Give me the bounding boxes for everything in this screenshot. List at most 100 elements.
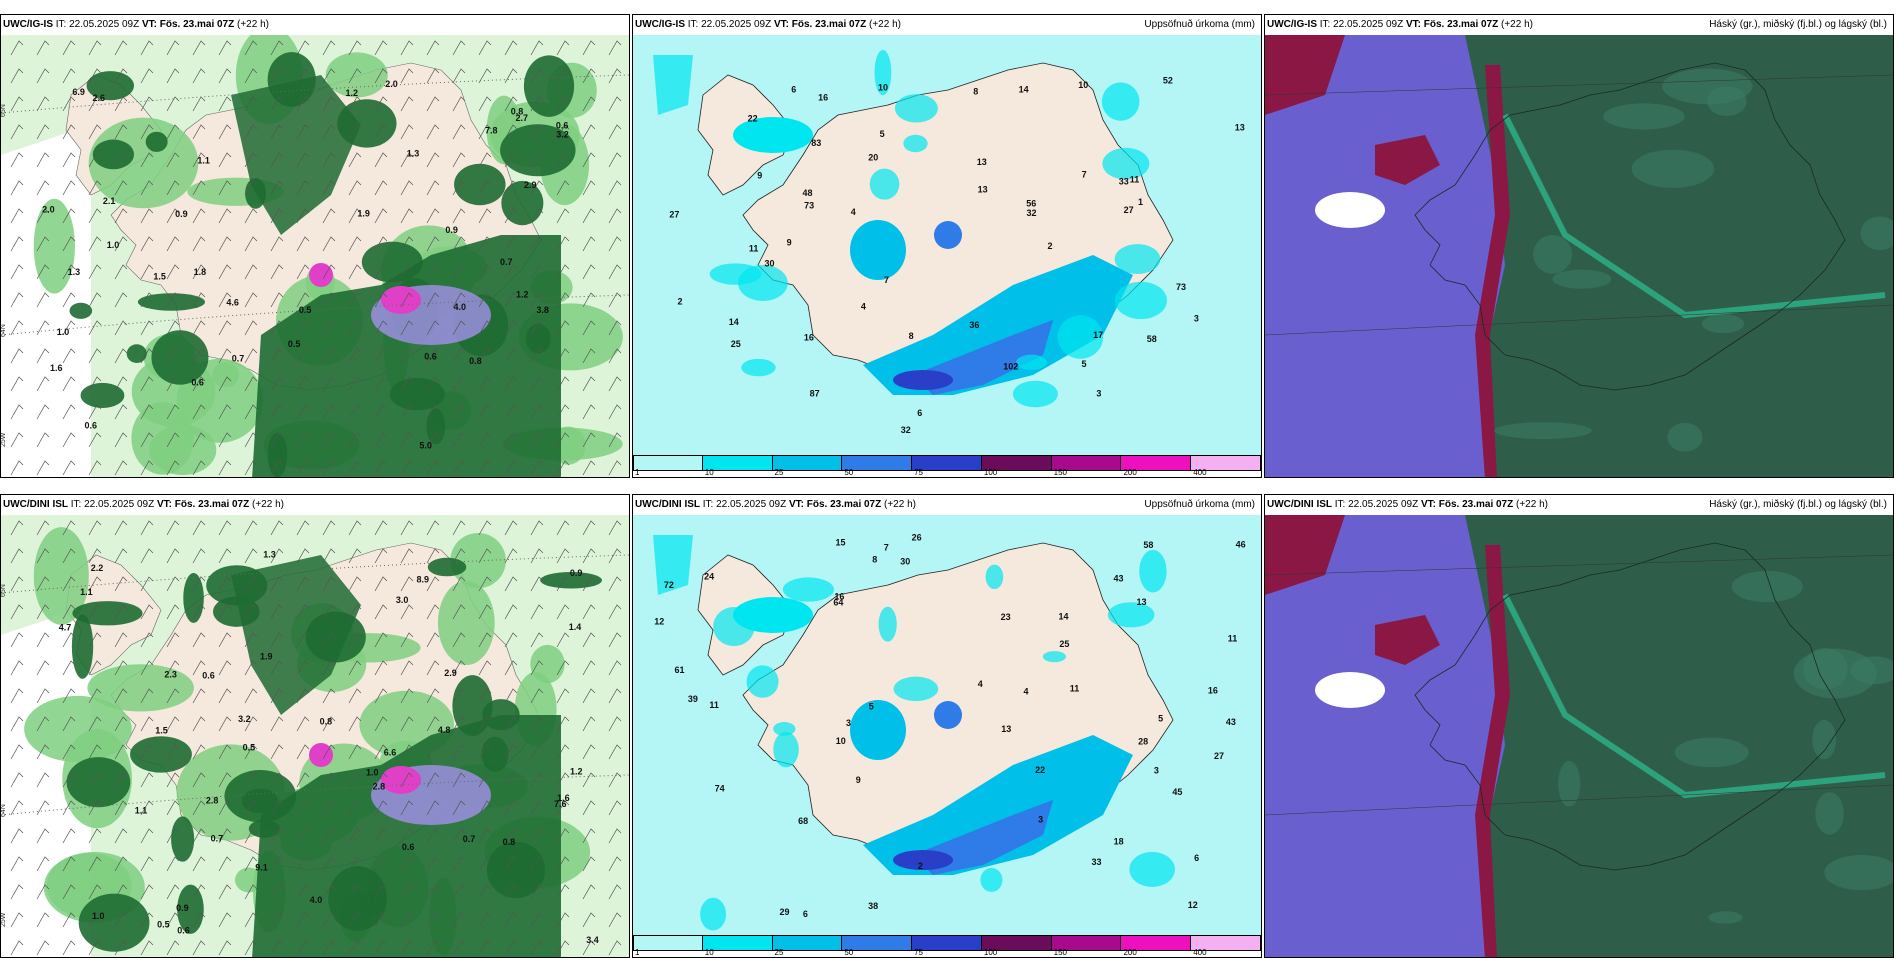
accum-value: 27	[669, 209, 679, 219]
lat-label: 64N	[1, 804, 7, 817]
accum-value: 46	[1236, 539, 1246, 549]
accum-value: 15	[836, 538, 846, 548]
precip-value: 1.3	[407, 148, 420, 158]
panel-header: UWC/DINI ISL IT: 22.05.2025 09Z VT: Fös.…	[1265, 495, 1893, 515]
precip-value: 2.3	[164, 670, 177, 680]
precip-value: 2.0	[42, 204, 55, 214]
accum-value: 14	[1019, 85, 1029, 95]
accum-value: 10	[836, 736, 846, 746]
accum-value: 39	[688, 694, 698, 704]
precip-value: 0.6	[84, 420, 97, 430]
accum-value: 16	[818, 92, 828, 102]
accum-value: 27	[1124, 205, 1134, 215]
colorbar-swatch	[842, 935, 913, 951]
panel-header: UWC/DINI ISL IT: 22.05.2025 09Z VT: Fös.…	[3, 499, 284, 510]
accum-value: 16	[1208, 685, 1218, 695]
panel-title: Uppsöfnuð úrkoma (mm)	[1144, 499, 1255, 510]
accum-value: 32	[901, 425, 911, 435]
precip-value: 7.8	[485, 126, 498, 136]
accum-value: 11	[709, 700, 719, 710]
accum-value: 13	[1235, 122, 1245, 132]
accum-map: 13 11 16 9 14 12 10 7 16 28 30 33 29 74 22 13 43 46 43 18 11…	[633, 515, 1261, 939]
accum-value: 6	[1194, 853, 1199, 863]
precip-value: 0.6	[191, 377, 204, 387]
accum-value: 27	[1214, 751, 1224, 761]
colorbar-swatch	[772, 455, 843, 471]
precip-value: 1.0	[107, 240, 120, 250]
precip-value: 2.2	[91, 563, 104, 573]
precip-map-svg: 65N 64N 25W 0.8 0.9 0.5 1.0 2.6 4.0 0.6 1.2 0.9 0.7 0…	[1, 35, 629, 477]
precip-value: 1.1	[197, 155, 210, 165]
panel-title: Uppsöfnuð úrkoma (mm)	[1144, 19, 1255, 30]
accum-value: 10	[878, 83, 888, 93]
colorbar-swatch	[981, 935, 1052, 951]
precip-value: 0.7	[463, 834, 476, 844]
accum-value: 52	[1163, 75, 1173, 85]
accum-value: 25	[731, 339, 741, 349]
cloud-map-svg	[1265, 35, 1893, 477]
precip-value: 1.5	[155, 725, 168, 735]
accum-value: 5	[869, 702, 874, 712]
colorbar-tick-label: 10	[704, 468, 714, 477]
precip-value: 0.7	[211, 833, 224, 843]
colorbar-swatch	[633, 455, 703, 471]
accum-value: 22	[748, 113, 758, 123]
accum-value: 25	[1059, 639, 1069, 649]
precip-value: 6.6	[384, 748, 397, 758]
precip-map: 65N 64N 25W 1.4 0.9 0.8 0.7 1.2 0.6 1.0 2.3 1.1 3.0 0…	[1, 515, 629, 957]
accum-value: 56	[1026, 199, 1036, 209]
accum-value: 3	[846, 718, 851, 728]
colorbar-tick-label: 200	[1123, 948, 1137, 957]
accum-value: 8	[909, 331, 914, 341]
precip-value: 0.8	[503, 837, 516, 847]
cloud-panel-top: UWC/IG-IS IT: 22.05.2025 09Z VT: Fös. 23…	[1264, 14, 1894, 478]
precip-value: 4.8	[438, 725, 451, 735]
accum-value: 3	[1154, 766, 1159, 776]
accum-value: 11	[1228, 634, 1238, 644]
accum-value: 24	[704, 572, 714, 582]
accum-value: 4	[861, 302, 866, 312]
accum-value: 16	[804, 332, 814, 342]
lat-label: 65N	[1, 104, 7, 117]
colorbar-tick-label: 25	[774, 948, 784, 957]
precip-value: 4.7	[59, 623, 72, 633]
precip-value: 1.2	[516, 290, 529, 300]
accum-value: 26	[912, 532, 922, 542]
accum-map: 9 10 14 5 2 17 1 16 25 27 13 14 13 11 8 10 7 6 4 56 27 11 52 73…	[633, 35, 1261, 459]
colorbar-tick-label: 150	[1053, 468, 1068, 477]
accum-value: 38	[868, 901, 878, 911]
accum-value: 73	[1176, 282, 1186, 292]
accum-value: 83	[811, 138, 821, 148]
colorbar-tick-label: 10	[704, 948, 714, 957]
accum-value: 64	[833, 597, 843, 607]
accum-value: 72	[664, 580, 674, 590]
precip-value: 0.5	[288, 339, 301, 349]
precip-value: 1.6	[557, 793, 570, 803]
accum-value: 58	[1147, 334, 1157, 344]
lat-label: 25W	[1, 432, 7, 447]
precip-value: 3.8	[536, 305, 549, 315]
accum-value: 8	[973, 86, 978, 96]
precip-value: 0.9	[176, 903, 189, 913]
colorbar-tick-label: 50	[844, 948, 854, 957]
accum-value: 9	[757, 170, 762, 180]
colorbar-tick-label: 400	[1193, 948, 1207, 957]
precip-value: 2.9	[444, 668, 457, 678]
accum-value: 1	[1138, 197, 1143, 207]
colorbar-tick-label: 400	[1193, 468, 1207, 477]
accum-value: 4	[851, 207, 856, 217]
colorbar: 1 10 25 50 75 100 150 200 400	[633, 455, 1261, 477]
accum-value: 6	[917, 408, 922, 418]
precip-value: 0.5	[157, 919, 170, 929]
precip-value: 3.2	[238, 714, 251, 724]
panel-title: Háský (gr.), miðský (fj.bl.) og lágský (…	[1709, 499, 1887, 510]
precip-value: 1.1	[135, 806, 148, 816]
accum-value: 4	[1023, 686, 1028, 696]
accum-value: 13	[1001, 724, 1011, 734]
precip-value: 0.5	[299, 305, 312, 315]
colorbar-swatch	[912, 455, 982, 471]
accum-value: 68	[798, 816, 808, 826]
accum-value: 3	[1194, 313, 1199, 323]
cloud-panel-bottom: UWC/DINI ISL IT: 22.05.2025 09Z VT: Fös.…	[1264, 494, 1894, 958]
precip-value: 1.9	[357, 209, 370, 219]
